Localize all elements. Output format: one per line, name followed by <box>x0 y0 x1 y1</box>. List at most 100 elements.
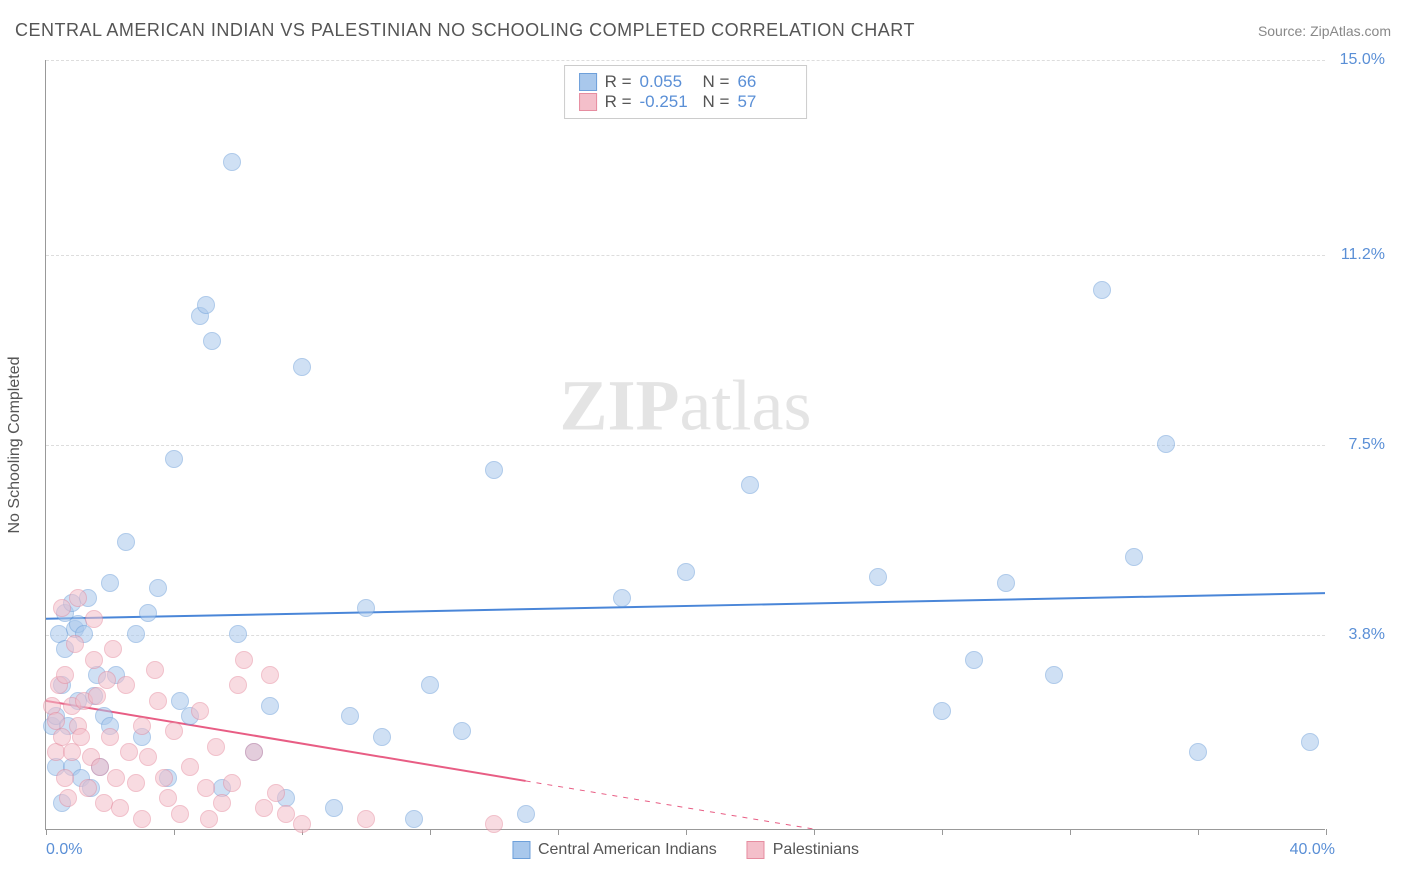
x-axis-min-label: 0.0% <box>46 841 82 859</box>
grid-line <box>46 445 1325 446</box>
stat-n-label: N = <box>703 72 730 92</box>
stat-r-value: 0.055 <box>640 72 695 92</box>
watermark: ZIPatlas <box>560 365 812 448</box>
scatter-point <box>223 774 241 792</box>
x-tick <box>1326 829 1327 835</box>
grid-line <box>46 60 1325 61</box>
scatter-point <box>155 769 173 787</box>
scatter-point <box>149 692 167 710</box>
legend-item: Palestinians <box>747 841 859 859</box>
trend-line <box>46 593 1325 619</box>
plot-area: ZIPatlas R =0.055N =66R =-0.251N =57 0.0… <box>45 60 1325 830</box>
scatter-point <box>127 625 145 643</box>
scatter-point <box>485 461 503 479</box>
stat-n-value: 57 <box>737 92 792 112</box>
watermark-atlas: atlas <box>680 366 812 446</box>
scatter-point <box>613 589 631 607</box>
stats-legend: R =0.055N =66R =-0.251N =57 <box>564 65 808 119</box>
scatter-point <box>107 769 125 787</box>
scatter-point <box>146 661 164 679</box>
stat-r-label: R = <box>605 72 632 92</box>
scatter-point <box>85 651 103 669</box>
stat-r-label: R = <box>605 92 632 112</box>
x-tick <box>46 829 47 835</box>
scatter-point <box>997 574 1015 592</box>
y-tick-label: 15.0% <box>1340 51 1385 69</box>
scatter-point <box>357 810 375 828</box>
scatter-point <box>405 810 423 828</box>
scatter-point <box>213 794 231 812</box>
scatter-point <box>277 805 295 823</box>
scatter-point <box>104 640 122 658</box>
scatter-point <box>133 810 151 828</box>
stat-n-label: N = <box>703 92 730 112</box>
scatter-point <box>1045 666 1063 684</box>
source-label: Source: ZipAtlas.com <box>1258 23 1391 39</box>
y-tick-label: 7.5% <box>1349 436 1385 454</box>
x-tick <box>174 829 175 835</box>
watermark-zip: ZIP <box>560 366 680 446</box>
scatter-point <box>1093 281 1111 299</box>
y-axis-label: No Schooling Completed <box>6 357 24 534</box>
scatter-point <box>421 676 439 694</box>
legend-swatch <box>579 73 597 91</box>
scatter-point <box>267 784 285 802</box>
scatter-point <box>171 805 189 823</box>
scatter-point <box>229 625 247 643</box>
legend-swatch <box>747 841 765 859</box>
scatter-point <box>197 779 215 797</box>
scatter-point <box>165 450 183 468</box>
scatter-point <box>453 722 471 740</box>
stats-row: R =-0.251N =57 <box>579 92 793 112</box>
scatter-point <box>677 563 695 581</box>
x-tick <box>1198 829 1199 835</box>
scatter-point <box>139 604 157 622</box>
scatter-point <box>223 153 241 171</box>
scatter-point <box>191 702 209 720</box>
scatter-point <box>69 589 87 607</box>
scatter-point <box>261 697 279 715</box>
scatter-point <box>72 728 90 746</box>
scatter-point <box>117 676 135 694</box>
x-tick <box>814 829 815 835</box>
scatter-point <box>63 743 81 761</box>
scatter-point <box>325 799 343 817</box>
scatter-point <box>59 789 77 807</box>
scatter-point <box>101 728 119 746</box>
scatter-point <box>245 743 263 761</box>
scatter-point <box>485 815 503 833</box>
scatter-point <box>255 799 273 817</box>
scatter-point <box>111 799 129 817</box>
scatter-point <box>117 533 135 551</box>
scatter-point <box>293 815 311 833</box>
scatter-point <box>1125 548 1143 566</box>
scatter-point <box>197 296 215 314</box>
scatter-point <box>1301 733 1319 751</box>
chart-title: CENTRAL AMERICAN INDIAN VS PALESTINIAN N… <box>15 20 915 41</box>
x-tick <box>1070 829 1071 835</box>
stat-n-value: 66 <box>737 72 792 92</box>
scatter-point <box>357 599 375 617</box>
scatter-point <box>341 707 359 725</box>
x-tick <box>558 829 559 835</box>
x-axis-max-label: 40.0% <box>1290 841 1335 859</box>
legend-item: Central American Indians <box>512 841 717 859</box>
scatter-point <box>1157 435 1175 453</box>
legend-swatch <box>579 93 597 111</box>
legend-label: Central American Indians <box>538 841 717 859</box>
scatter-point <box>133 717 151 735</box>
scatter-point <box>85 610 103 628</box>
scatter-point <box>517 805 535 823</box>
legend-label: Palestinians <box>773 841 859 859</box>
scatter-point <box>261 666 279 684</box>
scatter-point <box>207 738 225 756</box>
x-tick <box>430 829 431 835</box>
bottom-legend: Central American Indians Palestinians <box>512 841 859 859</box>
scatter-point <box>127 774 145 792</box>
stats-row: R = 0.055 N = 66 <box>579 72 793 92</box>
scatter-point <box>200 810 218 828</box>
scatter-point <box>56 769 74 787</box>
scatter-point <box>869 568 887 586</box>
trend-line-dashed <box>526 781 814 829</box>
scatter-point <box>373 728 391 746</box>
